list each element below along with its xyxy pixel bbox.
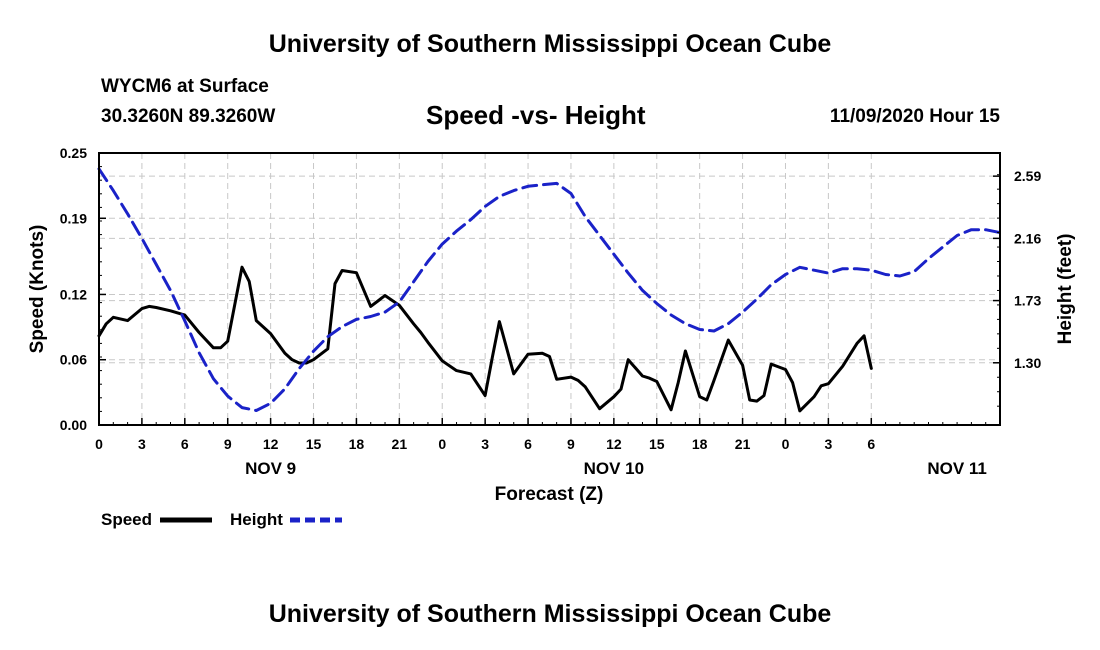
plot-frame: [98, 152, 1001, 426]
y-left-tick-label: 0.00: [60, 417, 87, 433]
x-tick-label: 0: [782, 436, 790, 452]
x-tick-label: 0: [95, 436, 103, 452]
y2-axis-title: Height (feet): [1055, 234, 1076, 345]
x-tick-label: 15: [306, 436, 322, 452]
x-tick-label: 9: [567, 436, 575, 452]
x-tick-label: 12: [263, 436, 279, 452]
x-axis-title: Forecast (Z): [495, 484, 604, 505]
footer-title: University of Southern Mississippi Ocean…: [268, 600, 832, 628]
series-line-height: [97, 167, 1002, 412]
chart-legend: Speed Height: [101, 510, 342, 529]
legend-label-height: Height: [230, 510, 283, 529]
chart-title: Speed -vs- Height: [426, 100, 646, 130]
y-left-tick-label: 0.06: [60, 352, 87, 368]
y-right-tick-label: 2.59: [1014, 168, 1041, 184]
x-tick-label: 15: [649, 436, 665, 452]
x-tick-label: 21: [735, 436, 751, 452]
x-tick-label: 6: [181, 436, 189, 452]
station-label: WYCM6 at Surface: [101, 76, 269, 97]
y-axis-title: Speed (Knots): [27, 225, 48, 354]
y-right-tick-label: 2.16: [1014, 230, 1041, 246]
page-title: University of Southern Mississippi Ocean…: [268, 30, 832, 58]
x-tick-label: 9: [224, 436, 232, 452]
x-day-label: NOV 11: [927, 459, 987, 478]
y-left-tick-label: 0.19: [60, 210, 87, 226]
x-tick-label: 3: [824, 436, 832, 452]
x-tick-label: 21: [392, 436, 408, 452]
x-tick-label: 6: [867, 436, 875, 452]
y-right-tick-label: 1.30: [1014, 355, 1041, 371]
x-tick-label: 0: [438, 436, 446, 452]
y-left-tick-label: 0.12: [60, 286, 87, 302]
coordinates-label: 30.3260N 89.3260W: [101, 106, 276, 127]
x-day-label: NOV 9: [245, 459, 296, 478]
x-tick-label: 12: [606, 436, 622, 452]
series-line-speed: [97, 265, 873, 413]
x-tick-label: 3: [138, 436, 146, 452]
legend-label-speed: Speed: [101, 510, 152, 529]
x-tick-label: 3: [481, 436, 489, 452]
y-right-tick-label: 1.73: [1014, 293, 1041, 309]
forecast-date-label: 11/09/2020 Hour 15: [829, 106, 1000, 127]
x-day-label: NOV 10: [584, 459, 644, 478]
y-left-tick-label: 0.25: [60, 145, 87, 161]
x-tick-label: 18: [692, 436, 708, 452]
x-tick-label: 18: [349, 436, 365, 452]
x-tick-label: 6: [524, 436, 532, 452]
